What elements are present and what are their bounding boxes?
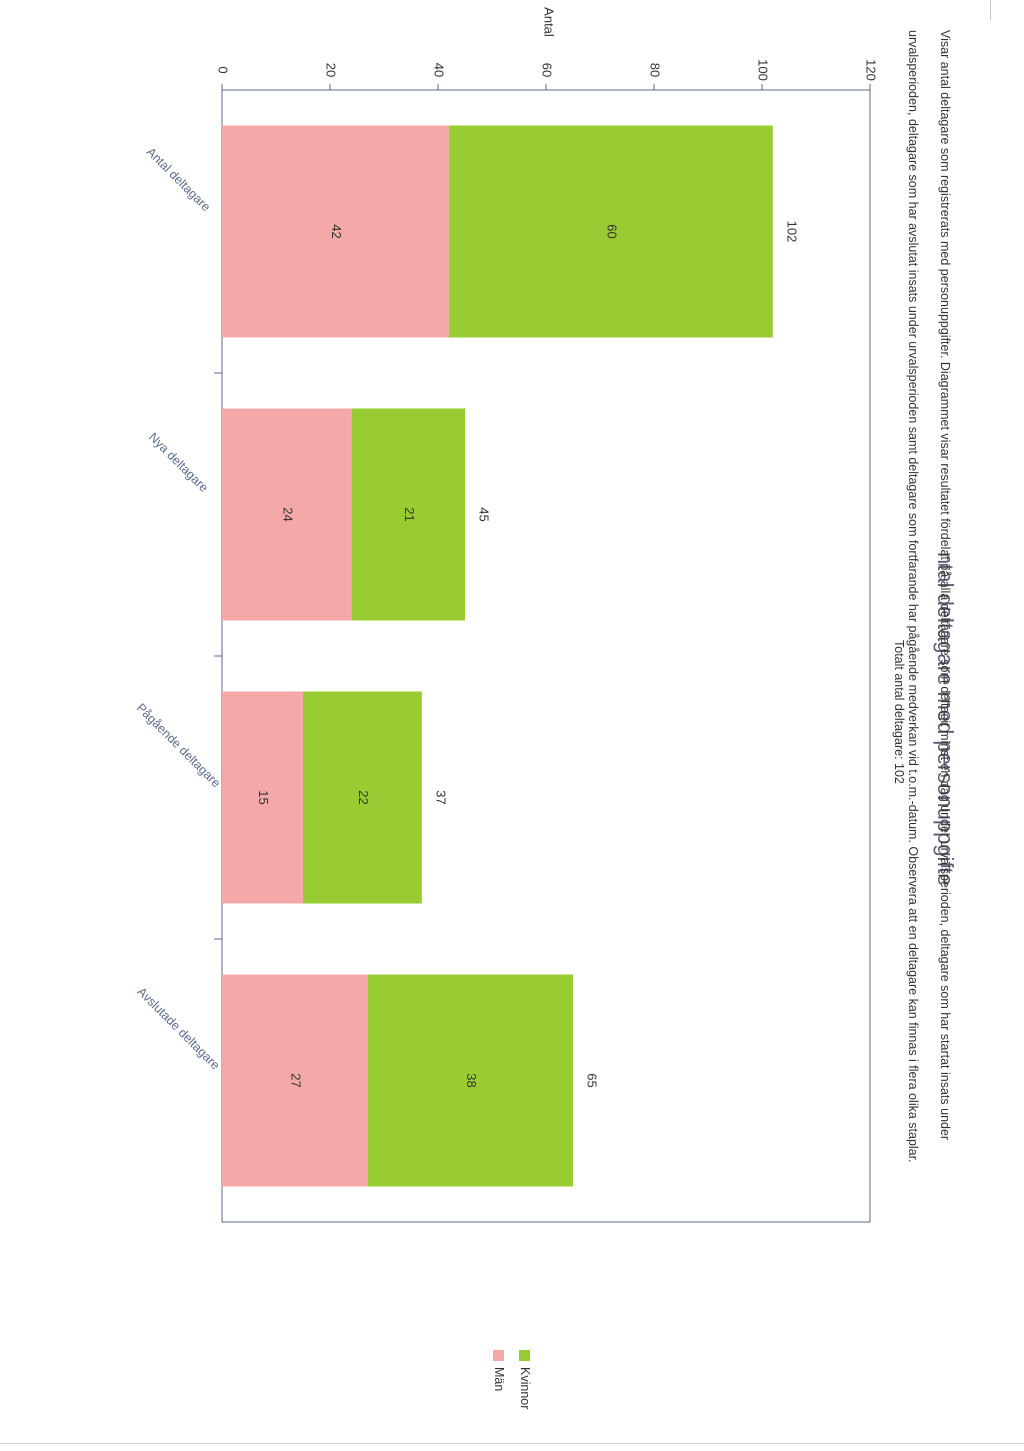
category-axis-label: Pågående deltagare [134,701,224,791]
bar-segment-label: 15 [256,790,271,804]
legend-label-kvinnor: Kvinnor [518,1367,532,1410]
scan-edge-mark [990,0,991,20]
bar-segment-label: 42 [329,224,344,238]
bar-segment-man [222,691,303,904]
category-axis-label: Avslutade deltagare [135,985,223,1073]
bar-total-label: 37 [433,790,448,804]
legend-swatch-man [493,1350,505,1361]
bar-segment-label: 27 [288,1073,303,1087]
bar-segment-kvinnor [351,408,465,621]
bar-segment-man [222,408,352,621]
bar-segment-man [222,125,449,338]
bar-segment-label: 22 [356,790,371,804]
category-axis-label: Nya deltagare [146,430,211,495]
bar-total-label: 102 [784,221,799,243]
value-axis-title: Antal [542,7,557,37]
bar-segment-label: 21 [402,507,417,521]
legend-item-man: Män [492,1350,506,1391]
bar-segment-label: 60 [604,224,619,238]
bar-segment-kvinnor [448,125,773,338]
bar-total-label: 45 [477,507,492,521]
bar-segment-man [222,974,368,1187]
value-axis-tick-label: 40 [432,63,447,77]
value-axis-tick-label: 20 [324,63,339,77]
legend-label-man: Män [492,1367,506,1392]
scan-edge-line [0,1443,1024,1444]
bar-total-label: 65 [585,1073,600,1087]
category-axis-label: Antal deltagare [144,145,213,214]
value-axis-tick-label: 0 [216,66,231,73]
bar-segment-kvinnor [367,974,573,1187]
value-axis-tick-label: 100 [756,59,771,81]
bar-segment-kvinnor [303,691,422,904]
legend-swatch-kvinnor [519,1350,531,1361]
value-axis-tick-label: 60 [540,63,555,77]
legend-item-kvinnor: Kvinnor [518,1350,532,1409]
value-axis-tick-label: 80 [648,63,663,77]
value-axis-tick-label: 120 [864,59,879,81]
bar-segment-label: 38 [464,1073,479,1087]
bar-segment-label: 24 [280,507,295,521]
